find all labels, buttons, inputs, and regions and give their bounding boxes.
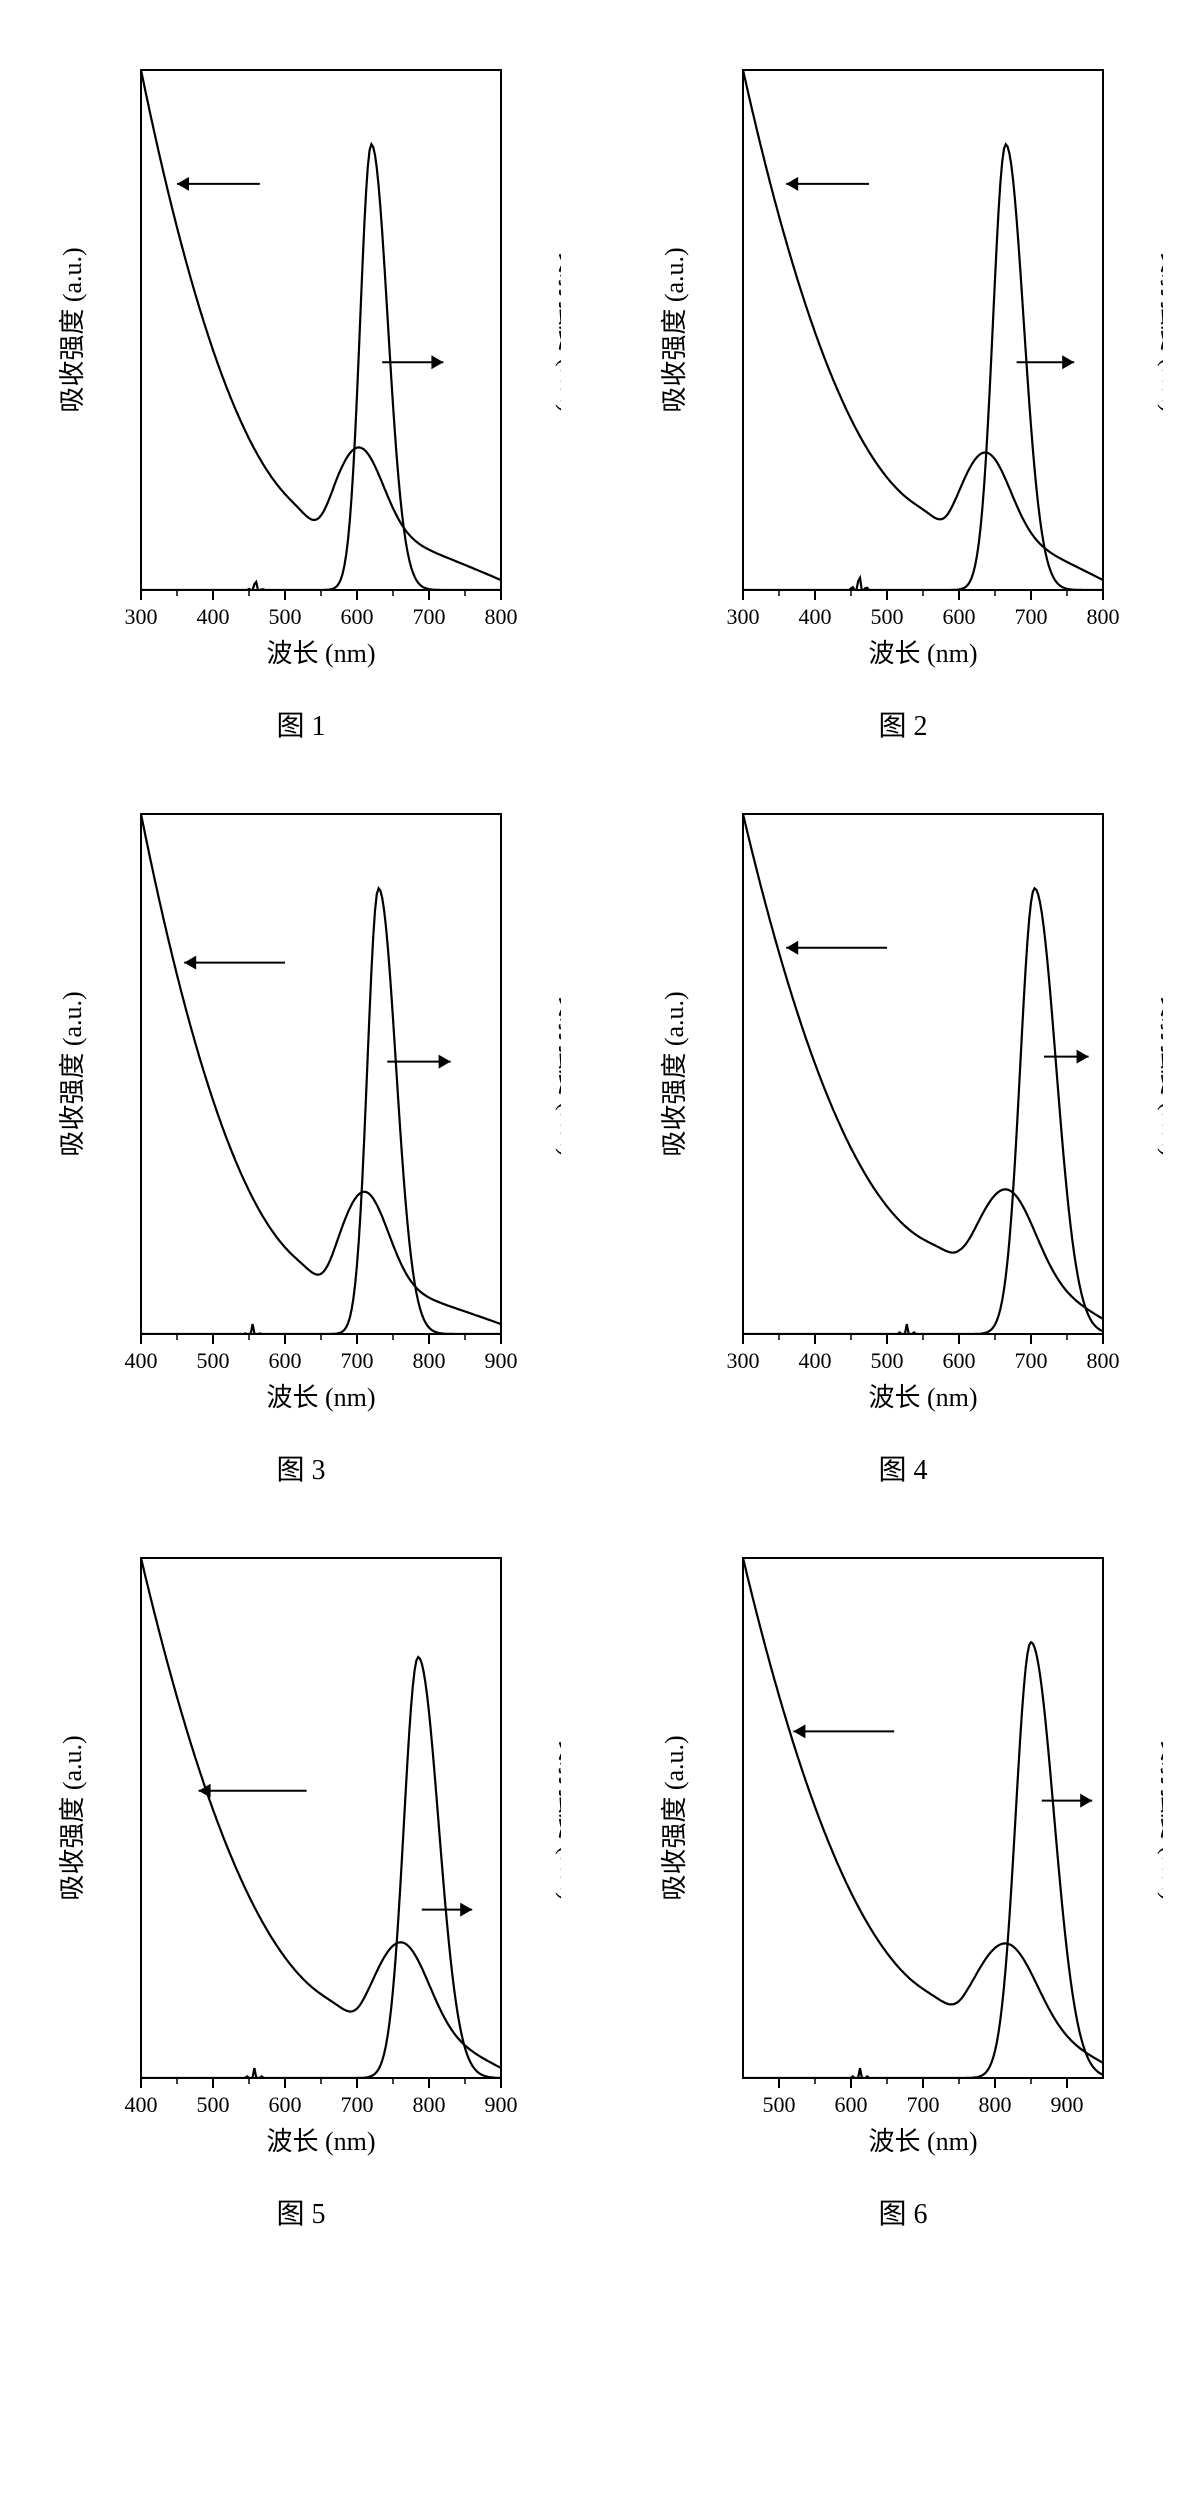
absorption-curve (141, 1558, 501, 2068)
arrow-left (184, 956, 285, 970)
figure-caption: 图 3 (276, 1448, 325, 1488)
figure-panel: 300 400 500 600 700 800 波长 (nm) 吸收强度 (a.u.) 发射强度… (20, 40, 582, 744)
svg-text:800: 800 (413, 1348, 446, 1373)
svg-text:800: 800 (413, 2092, 446, 2117)
figure-panel: 400 500 600 700 800 900 波长 (nm) 吸收强度 (a.u.) 发射强度… (20, 784, 582, 1488)
svg-text:600: 600 (269, 1348, 302, 1373)
arrow-left (199, 1784, 307, 1798)
arrow-left (793, 1724, 894, 1738)
svg-text:400: 400 (125, 1348, 158, 1373)
svg-text:吸收强度 (a.u.): 吸收强度 (a.u.) (660, 1735, 689, 1900)
svg-text:吸收强度 (a.u.): 吸收强度 (a.u.) (58, 991, 87, 1156)
svg-text:400: 400 (799, 604, 832, 629)
figure-caption: 图 1 (276, 704, 325, 744)
svg-text:波长 (nm): 波长 (nm) (868, 639, 977, 668)
svg-text:400: 400 (799, 1348, 832, 1373)
emission-curve (141, 888, 501, 1334)
svg-text:700: 700 (341, 2092, 374, 2117)
arrow-right (1042, 1794, 1092, 1808)
svg-text:800: 800 (979, 2092, 1012, 2117)
svg-text:700: 700 (1015, 1348, 1048, 1373)
svg-text:900: 900 (485, 2092, 518, 2117)
absorption-curve (743, 1558, 1103, 2063)
spectrum-chart: 300 400 500 600 700 800 波长 (nm) 吸收强度 (a.u.) 发射强度… (643, 784, 1163, 1444)
svg-text:300: 300 (125, 604, 158, 629)
svg-text:900: 900 (485, 1348, 518, 1373)
svg-text:500: 500 (269, 604, 302, 629)
svg-text:700: 700 (341, 1348, 374, 1373)
svg-text:800: 800 (1087, 1348, 1120, 1373)
arrow-left (786, 177, 869, 191)
svg-text:发射强度 (a.u.): 发射强度 (a.u.) (555, 1735, 561, 1900)
svg-text:发射强度 (a.u.): 发射强度 (a.u.) (555, 991, 561, 1156)
svg-text:500: 500 (763, 2092, 796, 2117)
arrow-left (177, 177, 260, 191)
svg-text:600: 600 (943, 604, 976, 629)
svg-text:600: 600 (269, 2092, 302, 2117)
spectrum-chart: 300 400 500 600 700 800 波长 (nm) 吸收强度 (a.u.) 发射强度… (41, 40, 561, 700)
figure-panel: 500 600 700 800 900 波长 (nm) 吸收强度 (a.u.) 发射强度 (a… (622, 1528, 1184, 2232)
emission-curve (141, 1657, 501, 2078)
svg-text:900: 900 (1051, 2092, 1084, 2117)
svg-text:300: 300 (727, 1348, 760, 1373)
figure-caption: 图 2 (878, 704, 927, 744)
svg-text:800: 800 (1087, 604, 1120, 629)
svg-text:500: 500 (871, 604, 904, 629)
absorption-curve (141, 814, 501, 1324)
svg-text:发射强度 (a.u.): 发射强度 (a.u.) (1157, 247, 1163, 412)
figure-caption: 图 6 (878, 2192, 927, 2232)
svg-text:波长 (nm): 波长 (nm) (266, 1383, 375, 1412)
svg-text:700: 700 (907, 2092, 940, 2117)
figure-caption: 图 4 (878, 1448, 927, 1488)
figure-panel: 400 500 600 700 800 900 波长 (nm) 吸收强度 (a.u.) 发射强度… (20, 1528, 582, 2232)
svg-text:600: 600 (835, 2092, 868, 2117)
spectrum-chart: 500 600 700 800 900 波长 (nm) 吸收强度 (a.u.) 发射强度 (a… (643, 1528, 1163, 2188)
svg-text:500: 500 (871, 1348, 904, 1373)
svg-text:发射强度 (a.u.): 发射强度 (a.u.) (1157, 1735, 1163, 1900)
svg-text:发射强度 (a.u.): 发射强度 (a.u.) (1157, 991, 1163, 1156)
absorption-curve (743, 814, 1103, 1319)
svg-text:500: 500 (197, 2092, 230, 2117)
spectrum-chart: 300 400 500 600 700 800 波长 (nm) 吸收强度 (a.u.) 发射强度… (643, 40, 1163, 700)
svg-text:波长 (nm): 波长 (nm) (868, 1383, 977, 1412)
svg-text:波长 (nm): 波长 (nm) (266, 639, 375, 668)
svg-text:500: 500 (197, 1348, 230, 1373)
figure-panel: 300 400 500 600 700 800 波长 (nm) 吸收强度 (a.u.) 发射强度… (622, 40, 1184, 744)
spectrum-chart: 400 500 600 700 800 900 波长 (nm) 吸收强度 (a.u.) 发射强度… (41, 784, 561, 1444)
figure-caption: 图 5 (276, 2192, 325, 2232)
svg-text:300: 300 (727, 604, 760, 629)
svg-text:800: 800 (485, 604, 518, 629)
svg-text:吸收强度 (a.u.): 吸收强度 (a.u.) (58, 1735, 87, 1900)
absorption-curve (743, 70, 1103, 580)
figure-panel: 300 400 500 600 700 800 波长 (nm) 吸收强度 (a.u.) 发射强度… (622, 784, 1184, 1488)
arrow-right (1044, 1050, 1089, 1064)
svg-text:700: 700 (1015, 604, 1048, 629)
emission-curve (141, 144, 501, 590)
emission-curve (743, 144, 1103, 590)
svg-text:发射强度 (a.u.): 发射强度 (a.u.) (555, 247, 561, 412)
arrow-left (786, 941, 887, 955)
svg-text:波长 (nm): 波长 (nm) (868, 2127, 977, 2156)
svg-text:600: 600 (943, 1348, 976, 1373)
emission-curve (743, 888, 1103, 1334)
emission-curve (743, 1642, 1103, 2078)
svg-text:吸收强度 (a.u.): 吸收强度 (a.u.) (660, 991, 689, 1156)
svg-text:700: 700 (413, 604, 446, 629)
spectrum-chart: 400 500 600 700 800 900 波长 (nm) 吸收强度 (a.u.) 发射强度… (41, 1528, 561, 2188)
svg-text:400: 400 (125, 2092, 158, 2117)
svg-text:波长 (nm): 波长 (nm) (266, 2127, 375, 2156)
svg-text:400: 400 (197, 604, 230, 629)
svg-text:吸收强度 (a.u.): 吸收强度 (a.u.) (660, 247, 689, 412)
svg-text:吸收强度 (a.u.): 吸收强度 (a.u.) (58, 247, 87, 412)
svg-text:600: 600 (341, 604, 374, 629)
absorption-curve (141, 70, 501, 580)
